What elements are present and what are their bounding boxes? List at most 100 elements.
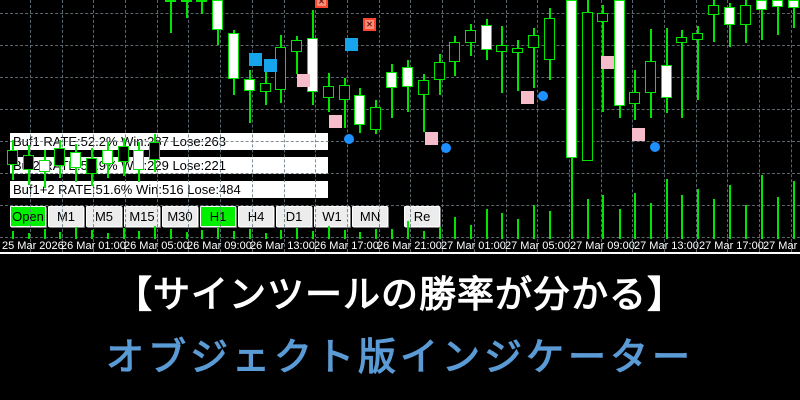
candle-body: [212, 0, 223, 30]
gridline-vertical: [188, 0, 189, 252]
candle-body: [23, 155, 34, 170]
time-axis-label: 27 Mar 21:00: [763, 240, 800, 252]
volume-bar: [634, 193, 636, 239]
candle-wick: [296, 36, 298, 74]
gridline-vertical: [347, 0, 348, 252]
volume-bar: [793, 181, 795, 239]
buy-signal-icon: [249, 53, 262, 66]
volume-bar: [123, 228, 125, 239]
candle-wick: [697, 26, 699, 100]
volume-bar: [91, 230, 93, 239]
candle-body: [70, 152, 81, 168]
volume-bar: [533, 205, 535, 239]
object-marker-icon: ✕: [315, 0, 328, 8]
candle-wick: [777, 0, 779, 35]
candle-body: [597, 13, 608, 22]
gridline-vertical: [664, 0, 665, 252]
volume-bar: [391, 229, 393, 239]
candle-wick: [170, 0, 172, 33]
banner-title-line1: 【サインツールの勝率が分かる】: [115, 274, 685, 315]
candle-body: [291, 40, 302, 52]
candle-body: [566, 0, 577, 158]
candle-body: [449, 42, 460, 62]
candle-body: [118, 146, 129, 162]
gridline-vertical: [410, 0, 411, 252]
gridline-horizontal: [0, 45, 800, 46]
candle-body: [772, 0, 783, 7]
gridline-vertical: [93, 0, 94, 252]
timeframe-button-mn[interactable]: MN: [352, 206, 388, 227]
object-marker-icon: ✕: [363, 18, 376, 31]
gridline-vertical: [474, 0, 475, 252]
volume-bar: [280, 230, 282, 239]
candle-body: [740, 5, 751, 25]
candle-body: [676, 37, 687, 43]
gridline-vertical: [791, 0, 792, 252]
timeframe-button-m15[interactable]: M15: [124, 206, 160, 227]
sell-signal-icon: [521, 91, 534, 104]
candle-body: [756, 0, 767, 10]
candle-wick: [201, 0, 203, 14]
gridline-horizontal: [0, 205, 800, 206]
candle-body: [788, 0, 799, 8]
volume-bar: [217, 227, 219, 239]
timeframe-button-w1[interactable]: W1: [314, 206, 350, 227]
timeframe-button-d1[interactable]: D1: [276, 206, 312, 227]
candle-body: [260, 83, 271, 92]
timeframe-button-m1[interactable]: M1: [48, 206, 84, 227]
candle-wick: [729, 3, 731, 47]
volume-bar: [328, 226, 330, 239]
candle-wick: [501, 26, 503, 93]
gridline-horizontal: [0, 141, 800, 142]
candle-body: [133, 150, 144, 170]
timeframe-button-re[interactable]: Re: [404, 206, 440, 227]
candle-body: [39, 160, 50, 172]
buy-signal-icon: [345, 38, 358, 51]
dot-signal-icon: [650, 142, 660, 152]
volume-bar: [650, 203, 652, 239]
volume-bar: [486, 209, 488, 239]
candle-body: [582, 12, 593, 161]
volume-bar: [296, 228, 298, 239]
volume-bar: [571, 173, 573, 239]
candle-body: [196, 0, 207, 2]
volume-bar: [619, 209, 621, 239]
candle-wick: [517, 40, 519, 91]
gridline-vertical: [157, 0, 158, 252]
volume-bar: [549, 211, 551, 239]
candle-wick: [713, 0, 715, 42]
candle-body: [386, 72, 397, 88]
candle-body: [165, 0, 176, 2]
volume-bar: [761, 175, 763, 239]
candle-body: [645, 61, 656, 93]
time-axis-label: 26 Mar 13:00: [250, 240, 315, 252]
volume-bar: [59, 232, 61, 239]
volume-bar: [186, 232, 188, 239]
time-axis-label: 26 Mar 01:00: [61, 240, 126, 252]
candle-body: [228, 33, 239, 79]
timeframe-button-m30[interactable]: M30: [162, 206, 198, 227]
dot-signal-icon: [538, 91, 548, 101]
sell-signal-icon: [632, 128, 645, 141]
candle-wick: [186, 0, 188, 18]
timeframe-button-h4[interactable]: H4: [238, 206, 274, 227]
candle-body: [481, 25, 492, 50]
volume-bar: [602, 195, 604, 239]
volume-bar: [249, 229, 251, 239]
gridline-vertical: [284, 0, 285, 252]
volume-bar: [666, 179, 668, 239]
timeframe-button-open[interactable]: Open: [10, 206, 46, 227]
candle-body: [307, 38, 318, 92]
timeframe-toolbar: Open M1 M5 M15 M30 H1 H4 D1 W1 MN Re: [10, 206, 440, 227]
timeframe-button-h1[interactable]: H1: [200, 206, 236, 227]
dot-signal-icon: [344, 134, 354, 144]
sell-signal-icon: [329, 115, 342, 128]
candle-body: [7, 150, 18, 165]
volume-bar: [713, 199, 715, 239]
candle-body: [323, 86, 334, 98]
candle-wick: [391, 64, 393, 118]
volume-bar: [12, 231, 14, 239]
timeframe-button-m5[interactable]: M5: [86, 206, 122, 227]
gridline-vertical: [601, 0, 602, 252]
